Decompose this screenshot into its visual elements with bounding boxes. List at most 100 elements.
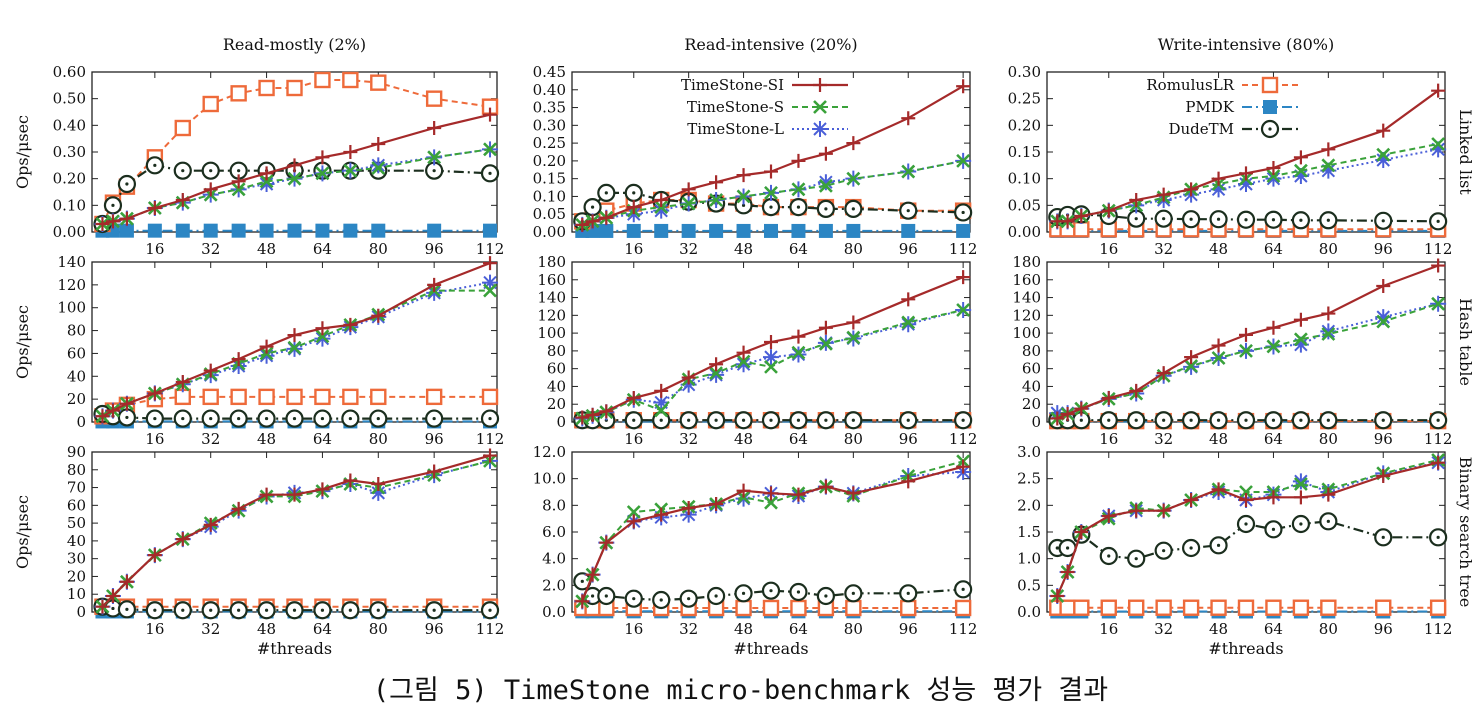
legend-marker (1263, 100, 1277, 114)
x-tick-label: 48 (257, 240, 276, 258)
data-point (371, 477, 386, 491)
y-tick-label: 0.25 (533, 134, 566, 152)
data-point (119, 396, 134, 411)
x-tick-label: 96 (425, 620, 444, 638)
data-point (1320, 599, 1337, 616)
data-point (1210, 181, 1227, 198)
y-tick-label: 3.0 (1017, 443, 1041, 461)
legend-marker (813, 100, 827, 114)
data-point (846, 136, 861, 151)
data-point (343, 473, 358, 488)
legend-label: DudeTM (1168, 120, 1234, 138)
series-line (581, 465, 964, 602)
y-tick-label: 0.45 (533, 63, 566, 81)
data-point (145, 601, 164, 620)
data-point (287, 340, 302, 355)
x-tick-label: 48 (1209, 240, 1228, 258)
figure-caption: (그림 5) TimeStone micro-benchmark 성능 평가 결… (372, 675, 1109, 706)
data-point (370, 74, 387, 91)
data-point (174, 119, 191, 137)
x-tick-label: 32 (201, 430, 220, 448)
y-tick-label: 160 (1012, 271, 1041, 289)
x-tick-label: 16 (624, 240, 643, 258)
data-point (1374, 528, 1393, 547)
y-tick-label: 140 (57, 253, 86, 271)
data-point (956, 223, 971, 238)
x-tick-label: 32 (1154, 620, 1173, 638)
data-point (1429, 212, 1448, 231)
x-tick-label: 64 (1264, 240, 1283, 258)
x-tick-label: 48 (257, 620, 276, 638)
data-point (954, 580, 973, 599)
data-point (1319, 211, 1338, 230)
data-point (1211, 338, 1226, 353)
y-tick-label: 0 (76, 413, 86, 431)
x-tick-label: 48 (1209, 430, 1228, 448)
data-point (370, 388, 387, 406)
data-point (315, 321, 330, 336)
data-point (1074, 525, 1089, 539)
y-tick-label: 140 (537, 289, 566, 307)
data-point (844, 199, 863, 218)
y-tick-label: 0.20 (533, 152, 566, 170)
x-tick-label: 80 (1319, 620, 1338, 638)
data-point (117, 408, 137, 427)
data-point (575, 410, 590, 425)
data-point (763, 349, 779, 366)
y-tick-label: 0.15 (533, 170, 566, 188)
data-point (764, 486, 778, 501)
data-point (1127, 411, 1146, 430)
data-point (1209, 536, 1228, 555)
data-point (707, 411, 726, 430)
series-dudetm (573, 572, 973, 610)
data-point (145, 156, 164, 175)
data-point (175, 223, 190, 238)
data-point (371, 161, 386, 175)
x-tick-label: 112 (1424, 620, 1453, 638)
data-point (1266, 320, 1281, 335)
data-point (791, 153, 806, 168)
data-point (1321, 487, 1336, 502)
data-point (585, 567, 600, 582)
data-point (846, 171, 861, 186)
data-point (709, 193, 724, 207)
data-point (483, 107, 498, 122)
data-point (1060, 214, 1075, 229)
data-point (315, 482, 330, 497)
data-point (1155, 599, 1172, 616)
data-point (119, 574, 134, 589)
data-point (585, 214, 600, 229)
data-point (314, 388, 331, 406)
data-point (95, 409, 110, 424)
y-tick-label: 0.0 (542, 603, 566, 621)
y-axis-label: Ops/μsec (13, 305, 32, 379)
data-point (1266, 339, 1281, 354)
x-tick-label: 16 (1099, 430, 1118, 448)
y-tick-label: 8.0 (542, 496, 566, 514)
x-tick-label: 96 (425, 430, 444, 448)
data-point (599, 404, 614, 419)
data-point (844, 584, 863, 603)
data-point (789, 582, 808, 602)
data-point (846, 315, 861, 330)
y-tick-label: 4.0 (542, 550, 566, 568)
data-point (147, 223, 162, 238)
data-point (95, 599, 110, 614)
data-point (599, 210, 614, 225)
data-point (1293, 477, 1308, 491)
data-point (483, 448, 498, 463)
subplot-title: Read-mostly (2%) (223, 35, 366, 54)
data-point (203, 517, 218, 532)
data-point (343, 317, 358, 332)
y-axis-label: Ops/μsec (13, 495, 32, 569)
x-tick-label: 96 (425, 240, 444, 258)
data-point (483, 223, 498, 238)
data-point (1211, 482, 1226, 497)
y-tick-label: 0.00 (533, 223, 566, 241)
series-timestone-si (575, 270, 971, 425)
data-point (736, 189, 751, 204)
x-tick-label: 80 (369, 620, 388, 638)
data-point (1237, 599, 1255, 616)
x-tick-label: 96 (1374, 240, 1393, 258)
data-point (258, 176, 275, 192)
